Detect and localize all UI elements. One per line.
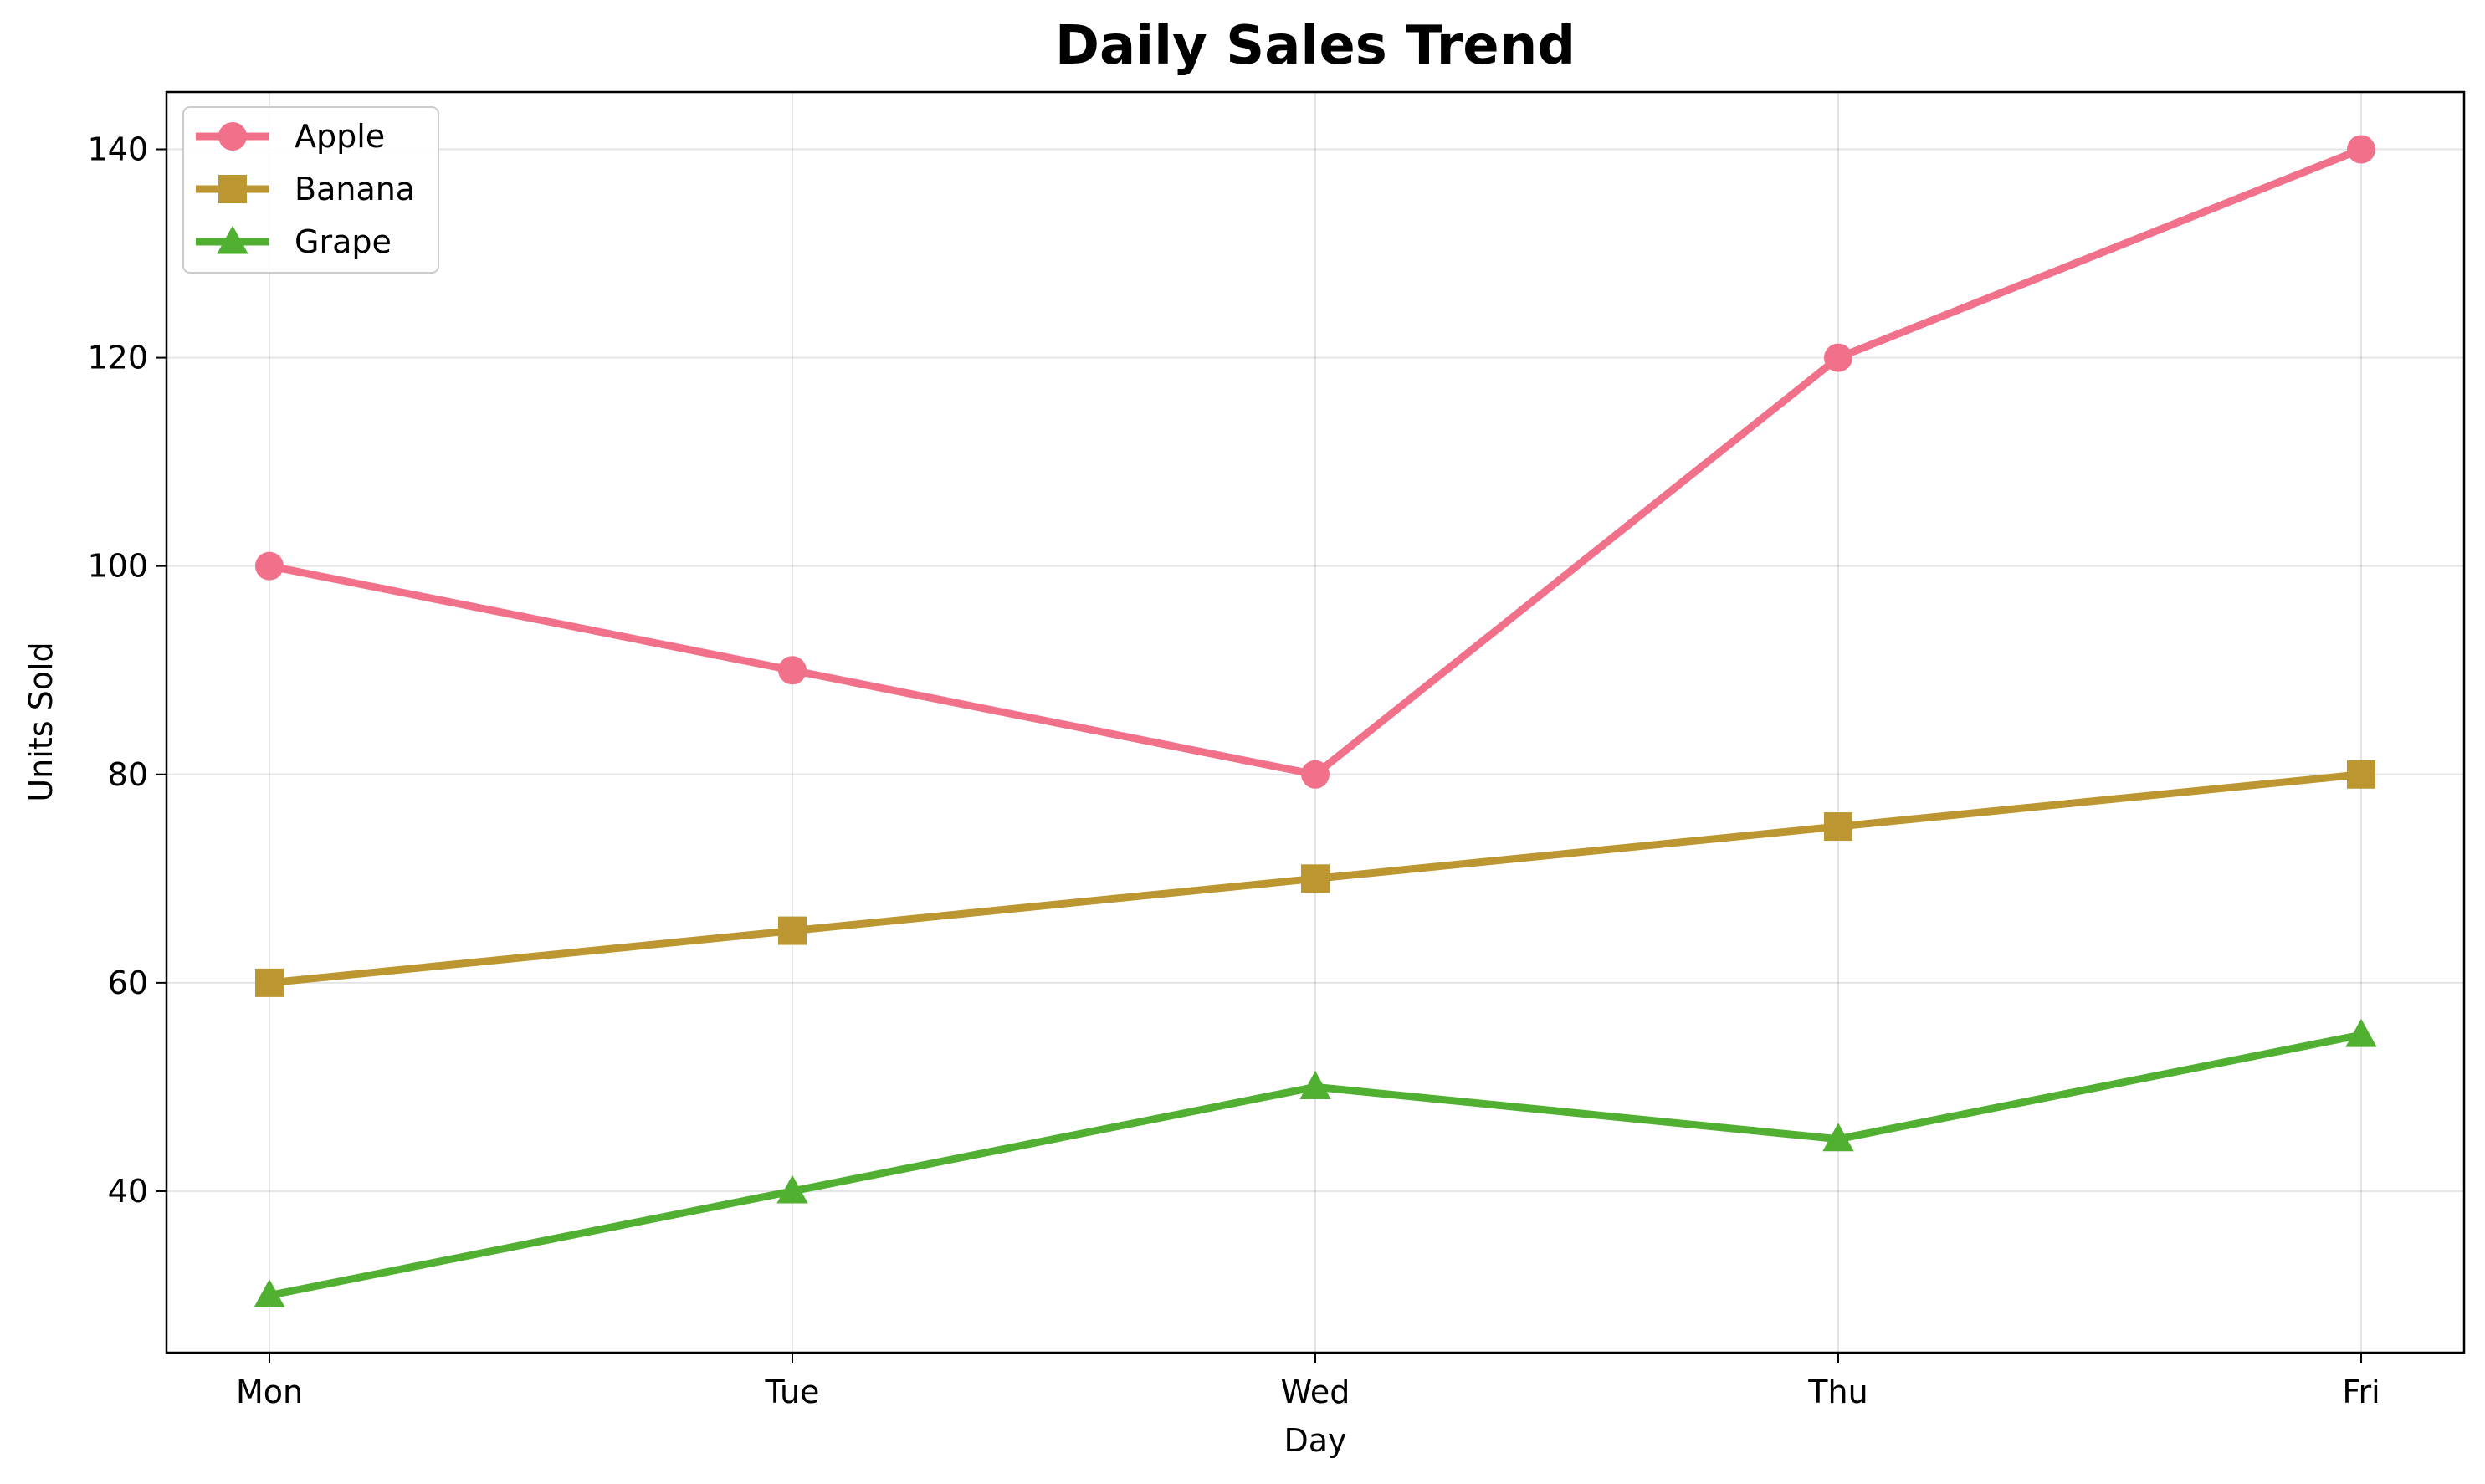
series-banana — [255, 760, 2375, 997]
y-tick-label: 40 — [108, 1173, 148, 1210]
legend-marker-circle — [218, 122, 247, 151]
y-axis-label: Units Sold — [23, 642, 59, 801]
x-tick-label: Mon — [236, 1374, 303, 1410]
y-tick-label: 120 — [87, 340, 148, 376]
chart-title: Daily Sales Trend — [1055, 15, 1576, 77]
data-point-square — [2347, 760, 2375, 789]
x-tick-label: Thu — [1807, 1374, 1868, 1410]
series-apple — [255, 135, 2375, 789]
x-axis-label: Day — [1283, 1422, 1346, 1459]
x-tick-label: Fri — [2342, 1374, 2380, 1410]
grid-lines — [167, 92, 2464, 1353]
data-point-triangle — [254, 1279, 285, 1308]
legend-label: Banana — [295, 171, 415, 207]
legend-box — [182, 106, 439, 274]
data-point-circle — [1824, 343, 1852, 372]
legend-entry-apple: Apple — [196, 118, 385, 155]
y-tick-label: 140 — [87, 131, 148, 168]
legend-label: Apple — [295, 118, 385, 155]
y-tick-label: 100 — [87, 548, 148, 585]
legend-marker-square — [218, 175, 247, 203]
legend-marker-triangle — [217, 225, 248, 254]
data-point-circle — [1301, 760, 1330, 789]
data-point-square — [778, 916, 807, 945]
data-point-square — [1824, 812, 1852, 842]
data-point-circle — [255, 551, 284, 581]
x-tick-label: Wed — [1281, 1374, 1350, 1410]
legend: Apple Banana Grape — [182, 106, 439, 274]
data-point-triangle — [1822, 1123, 1854, 1152]
y-tick-label: 80 — [108, 756, 148, 793]
data-point-triangle — [776, 1174, 808, 1204]
series-grape — [254, 1018, 2377, 1308]
y-tick-label: 60 — [108, 965, 148, 1001]
data-point-circle — [778, 656, 807, 685]
data-point-triangle — [1299, 1071, 1331, 1099]
data-point-square — [255, 968, 284, 997]
x-tick-label: Tue — [765, 1374, 820, 1410]
data-point-circle — [2347, 135, 2375, 164]
legend-entry-banana: Banana — [196, 171, 415, 207]
legend-entry-grape: Grape — [196, 223, 392, 260]
data-point-square — [1301, 864, 1330, 893]
legend-label: Grape — [295, 223, 392, 260]
series-layer — [254, 135, 2377, 1308]
data-point-triangle — [2345, 1018, 2377, 1047]
axis-ticks: Mon Tue Wed Thu Fri 40 60 80 100 120 140 — [87, 131, 2380, 1411]
